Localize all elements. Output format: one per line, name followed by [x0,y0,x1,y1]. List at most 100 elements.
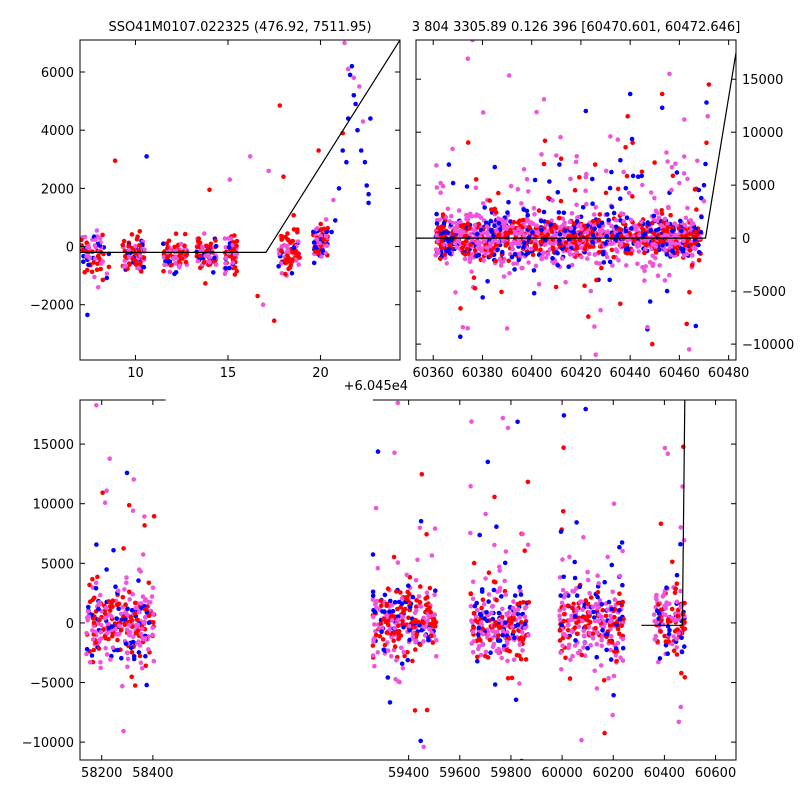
data-point [613,653,619,658]
outlier-point [667,71,672,77]
data-point [123,641,129,647]
data-point [664,150,669,155]
data-point [685,205,690,211]
data-point [161,241,166,246]
data-point [679,670,684,676]
data-point [471,625,477,630]
data-point [698,229,704,235]
x-tick-label: 60600 [695,766,736,781]
data-point [490,628,495,634]
data-point [91,620,97,626]
data-point [422,624,428,630]
data-point [536,281,542,287]
data-point [389,613,395,618]
data-point [647,299,653,304]
data-point [652,195,657,201]
rising-point [351,75,357,81]
data-point [668,252,674,257]
data-point [311,260,317,266]
data-point [413,578,419,583]
data-point [482,616,487,621]
data-point [436,250,441,256]
x-tick-label: 20 [312,366,329,381]
data-point [602,730,607,736]
data-point [516,257,522,263]
rising-point [706,82,712,87]
rising-point [342,40,347,46]
x-tick-label: 58200 [81,766,122,781]
data-point [567,554,572,560]
data-point [471,639,476,644]
data-point [414,632,420,637]
data-point [370,552,376,557]
data-point [512,593,518,598]
data-point [630,194,635,199]
data-point [115,647,121,653]
data-point [664,252,670,257]
data-point [560,216,566,221]
data-point [690,221,696,226]
data-point [543,255,549,260]
rising-point [344,159,349,165]
data-point [530,221,536,227]
data-point [387,700,393,705]
data-point [587,630,593,636]
data-point [285,243,290,249]
data-point [665,617,671,622]
data-point [109,600,114,605]
rising-point [701,182,707,188]
data-point [492,164,498,170]
data-point [480,295,486,300]
y-tick-label: 0 [742,232,750,247]
data-point [548,241,553,246]
data-point [590,636,596,641]
data-point [613,224,619,230]
data-point [413,604,419,609]
data-point [146,613,152,618]
data-point [474,240,479,245]
data-point [121,728,126,734]
data-point [496,216,501,221]
data-point [148,600,153,605]
data-point [104,567,109,572]
data-point [585,617,590,623]
plot-area [80,40,400,324]
data-point [468,603,474,609]
data-point [446,239,451,244]
data-point [681,238,686,243]
data-point [321,236,327,242]
data-point [473,185,479,191]
data-point [421,620,426,626]
data-point [609,204,615,210]
data-point [279,248,284,253]
data-point [90,637,96,642]
data-point [114,602,120,608]
data-point [533,263,539,269]
data-point [569,262,575,268]
data-point [130,634,136,639]
data-point [500,217,505,223]
y-tick-label: −2000 [30,299,74,314]
data-point [542,138,548,144]
data-point [663,643,669,648]
data-point [598,230,603,236]
data-point [503,624,509,629]
data-point [386,622,391,628]
data-point [211,270,216,275]
data-point [596,581,601,586]
data-point [572,575,578,581]
data-point [591,609,596,615]
data-point [373,629,378,634]
data-point [603,190,609,196]
data-point [95,574,100,580]
data-point [232,254,237,260]
data-point [100,277,106,283]
data-point [496,623,502,629]
data-point [653,594,659,599]
data-point [512,635,517,641]
data-point [468,591,474,597]
data-point [587,244,593,249]
data-point [650,261,656,267]
data-point [497,638,503,643]
data-point [574,607,580,613]
